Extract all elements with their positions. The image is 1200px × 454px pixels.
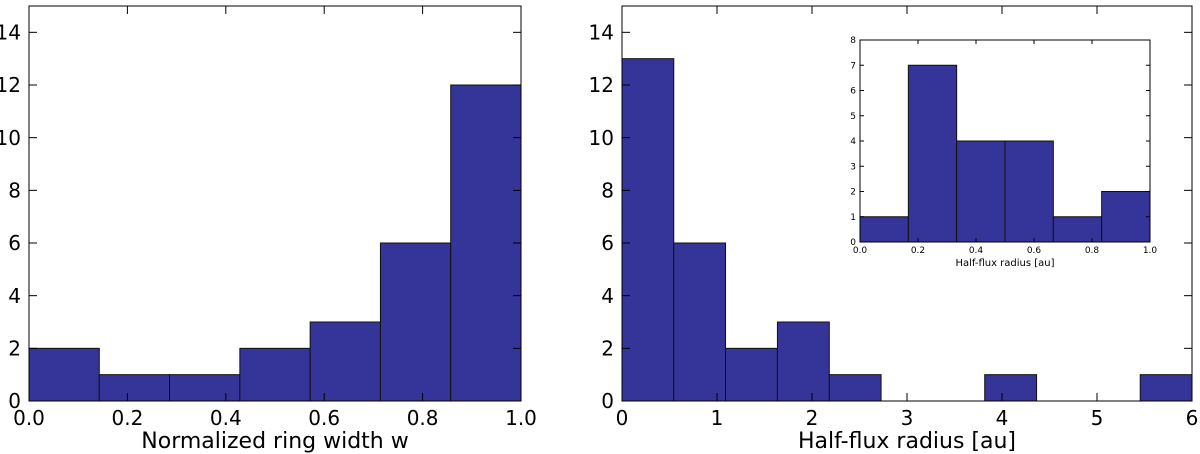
inset-histogram-bar [1052, 216, 1103, 243]
right-x-tick-label: 1 [711, 406, 724, 430]
left-histogram-bar [98, 374, 171, 402]
left-y-tick-label: 0 [8, 389, 21, 413]
right-x-tick-label: 2 [806, 406, 819, 430]
left-histogram-bar [239, 347, 311, 402]
left-x-tick-label: 0.0 [13, 406, 45, 430]
left-histogram-bar [450, 84, 522, 402]
left-x-tick-label: 0.2 [111, 406, 143, 430]
inset-x-tick-label: 0.8 [1085, 246, 1100, 256]
inset-y-tick-label: 1 [850, 213, 856, 223]
left-histogram-panel: 0.0 0.2 0.4 0.6 0.8 1.0 0 2 4 6 8 10 12 14 Normalized … [0, 5, 537, 454]
right-x-tick-label: 5 [1091, 406, 1104, 430]
inset-x-tick-label: 0.2 [911, 246, 925, 256]
right-y-tick-label: 4 [601, 284, 614, 308]
right-histogram-bar [1139, 374, 1193, 402]
left-histogram-bar [379, 242, 452, 402]
right-x-tick-label: 0 [616, 406, 629, 430]
inset-histogram-panel: 0.0 0.2 0.4 0.6 0.8 1.0 0 1 2 3 4 5 6 7 8 Half-flux rad… [850, 36, 1157, 269]
right-x-tick-label: 3 [901, 406, 914, 430]
inset-y-tick-label: 5 [850, 112, 856, 122]
left-y-tick-label: 14 [0, 21, 21, 45]
right-histogram-bar [776, 321, 830, 402]
left-histogram-bar [28, 347, 100, 402]
right-y-tick-label: 12 [589, 73, 614, 97]
right-histogram-bar [621, 58, 675, 402]
right-histogram-bar [725, 347, 778, 402]
inset-x-axis-label: Half-flux radius [au] [955, 258, 1054, 269]
right-x-tick-label: 4 [996, 406, 1009, 430]
inset-x-tick-label: 0.0 [853, 246, 868, 256]
inset-x-tick-label: 0.6 [1027, 246, 1042, 256]
right-y-tick-label: 0 [601, 389, 614, 413]
inset-histogram-bar [907, 64, 958, 243]
left-histogram-bar [169, 374, 241, 402]
left-x-axis-label: Normalized ring width w [141, 429, 408, 454]
left-x-tick-label: 1.0 [505, 406, 537, 430]
inset-histogram-bar [1004, 140, 1054, 243]
inset-y-tick-label: 7 [850, 61, 856, 71]
inset-histogram-bar [956, 140, 1006, 243]
left-y-tick-label: 4 [8, 284, 21, 308]
inset-x-tick-label: 0.4 [969, 246, 984, 256]
inset-y-tick-label: 4 [850, 137, 856, 147]
left-axes-frame [28, 5, 522, 402]
inset-y-tick-label: 0 [850, 238, 856, 248]
inset-y-tick-label: 8 [850, 36, 856, 46]
left-x-tick-label: 0.4 [210, 406, 242, 430]
right-histogram-bar [673, 242, 727, 402]
right-y-tick-label: 8 [601, 179, 614, 203]
right-y-tick-label: 2 [601, 337, 614, 361]
right-y-tick-label: 14 [589, 21, 614, 45]
left-y-tick-label: 6 [8, 231, 21, 255]
inset-y-tick-label: 2 [850, 188, 856, 198]
left-y-tick-label: 10 [0, 126, 21, 150]
left-y-tick-label: 8 [8, 179, 21, 203]
right-histogram-bar [984, 374, 1038, 402]
inset-y-tick-label: 6 [850, 87, 856, 97]
inset-histogram-bar [1101, 191, 1151, 243]
left-histogram-bar [309, 321, 381, 402]
inset-y-tick-label: 3 [850, 162, 856, 172]
left-x-tick-label: 0.8 [407, 406, 439, 430]
right-x-axis-label: Half-flux radius [au] [798, 429, 1016, 454]
left-y-tick-label: 2 [8, 337, 21, 361]
left-x-tick-label: 0.6 [308, 406, 340, 430]
right-y-tick-label: 6 [601, 231, 614, 255]
right-histogram-bar [828, 374, 882, 402]
right-y-tick-label: 10 [589, 126, 614, 150]
inset-histogram-bar [859, 216, 909, 243]
left-y-tick-label: 12 [0, 73, 21, 97]
inset-x-tick-label: 1.0 [1143, 246, 1158, 256]
right-x-tick-label: 6 [1186, 406, 1199, 430]
